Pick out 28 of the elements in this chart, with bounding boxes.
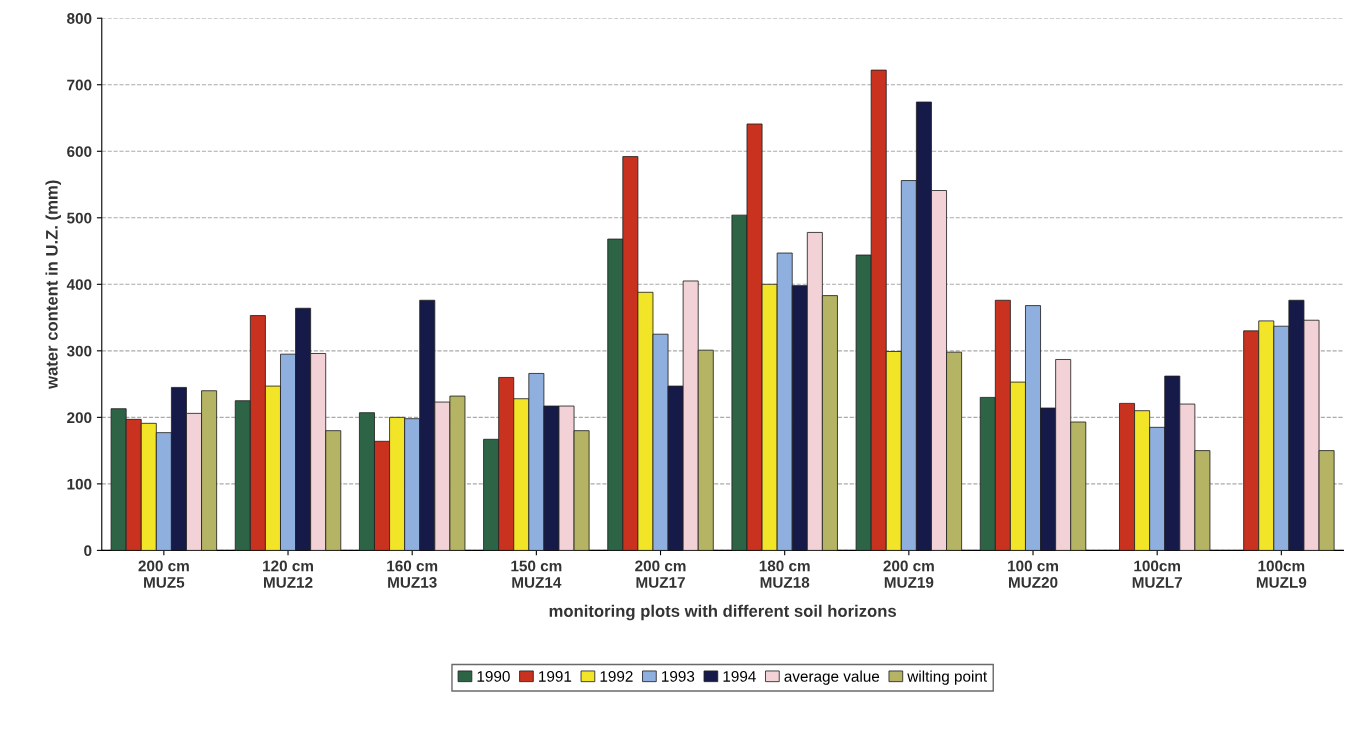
y-tick-label: 100 xyxy=(67,478,92,490)
x-tick-label: 100cm MUZL9 xyxy=(1256,560,1307,588)
y-tick-label: 600 xyxy=(67,146,92,157)
legend-label: 1990 xyxy=(477,670,510,682)
x-tick-label: 200 cm MUZ17 xyxy=(635,560,686,588)
x-tick-label: 160 cm MUZ13 xyxy=(387,560,438,588)
x-tick-label: 100cm MUZL7 xyxy=(1132,560,1182,588)
x-tick-label: 200 cm MUZ19 xyxy=(883,560,934,588)
y-tick-label: 300 xyxy=(66,345,92,357)
x-tick-label: 100 cm MUZ20 xyxy=(1008,560,1058,588)
legend-label: wilting point xyxy=(907,670,988,685)
y-tick-label: 800 xyxy=(67,13,92,24)
y-tick-label: 0 xyxy=(84,545,92,557)
legend-label: average value xyxy=(784,670,880,685)
legend-label: 1993 xyxy=(662,670,695,682)
legend-label: 1992 xyxy=(600,670,633,682)
y-tick-label: 400 xyxy=(66,279,92,290)
x-axis-title: monitoring plots with different soil horizons xyxy=(549,604,896,621)
x-tick-label: 180 cm MUZ18 xyxy=(759,560,810,588)
legend-label: 1991 xyxy=(539,670,572,682)
legend-label: 1994 xyxy=(723,670,756,682)
y-tick-label: 200 xyxy=(67,412,92,424)
y-tick-label: 700 xyxy=(67,79,92,91)
x-tick-label: 200 cm MUZ5 xyxy=(138,560,189,588)
x-tick-label: 150 cm MUZ14 xyxy=(511,560,562,588)
y-tick-label: 500 xyxy=(67,212,92,224)
x-tick-label: 120 cm MUZ12 xyxy=(263,560,313,588)
y-axis-title: water content in U.Z. (mm) xyxy=(45,180,62,389)
